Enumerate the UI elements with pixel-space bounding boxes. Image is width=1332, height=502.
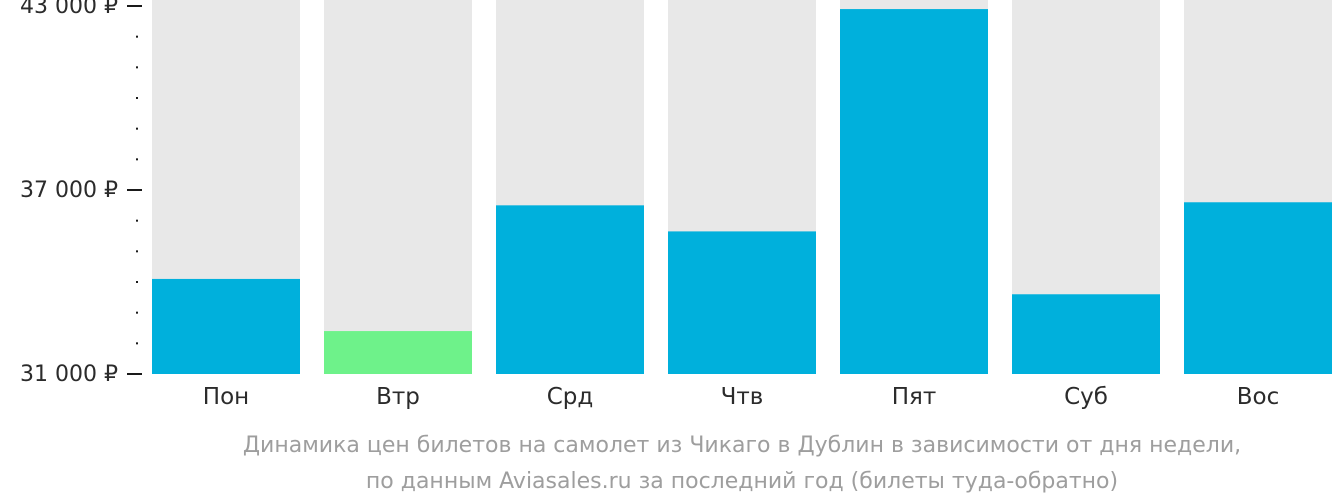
x-tick-label-day-6: Суб bbox=[1064, 384, 1108, 410]
caption-line-2: по данным Aviasales.ru за последний год … bbox=[366, 469, 1118, 494]
x-tick-label-day-2: Втр bbox=[376, 384, 420, 410]
x-axis-labels: Пон Втр Срд Чтв Пят Суб Вос bbox=[203, 384, 1279, 410]
x-tick-label-day-5: Пят bbox=[892, 384, 937, 410]
x-tick-label-day-7: Вос bbox=[1237, 384, 1280, 410]
caption-line-1: Динамика цен билетов на самолет из Чикаг… bbox=[243, 433, 1241, 458]
bar-day-2 bbox=[324, 331, 472, 374]
bars bbox=[152, 9, 1332, 374]
x-tick-label-day-3: Срд bbox=[547, 384, 594, 410]
y-tick-label: 31 000 ₽ bbox=[20, 362, 118, 387]
x-tick-label-day-4: Чтв bbox=[721, 384, 764, 410]
chart-caption: Динамика цен билетов на самолет из Чикаг… bbox=[243, 433, 1241, 494]
bar-day-3 bbox=[496, 205, 644, 374]
x-tick-label-day-1: Пон bbox=[203, 384, 249, 410]
bar-day-1 bbox=[152, 278, 300, 374]
bar-day-7 bbox=[1184, 202, 1332, 374]
y-axis: 43 000 ₽ 37 000 ₽ 31 000 ₽ bbox=[20, 0, 142, 387]
background-column-day-2 bbox=[324, 0, 472, 374]
bar-day-4 bbox=[668, 231, 816, 374]
y-tick-label: 37 000 ₽ bbox=[20, 178, 118, 203]
y-tick-label: 43 000 ₽ bbox=[20, 0, 118, 19]
bar-day-5 bbox=[840, 9, 988, 374]
bar-day-6 bbox=[1012, 294, 1160, 374]
